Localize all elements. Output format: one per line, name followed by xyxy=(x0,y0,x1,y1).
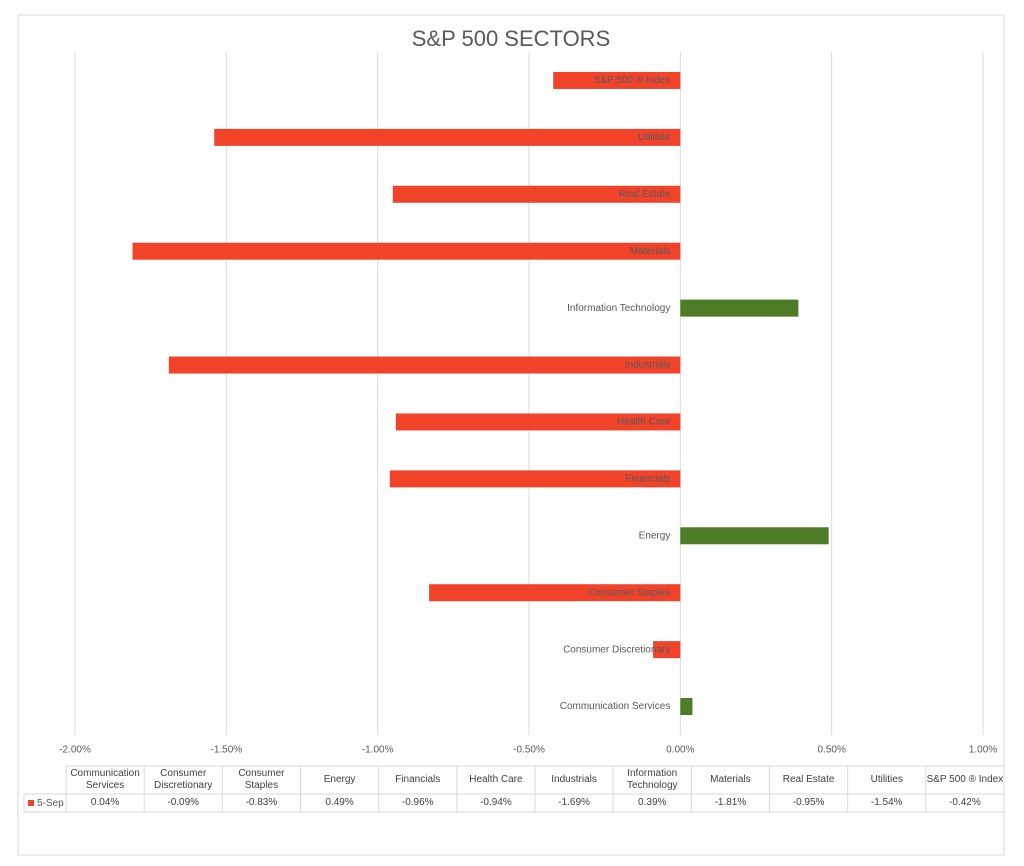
table-header-box: Utilities xyxy=(870,774,903,785)
table-header: Health Care xyxy=(469,774,523,785)
bar xyxy=(653,641,681,659)
table-value: -1.69% xyxy=(558,797,590,808)
table-value-box: -0.83% xyxy=(245,797,278,808)
x-tick-label: -0.50% xyxy=(513,745,545,756)
table-header-box: S&P 500 ® Index xyxy=(926,774,1004,785)
table-value-box: -1.69% xyxy=(558,797,590,808)
table-value: -0.95% xyxy=(792,797,825,808)
table-header-box: Information Technology xyxy=(626,768,678,791)
category-label: Materials xyxy=(630,246,671,257)
category-label: S&P 500 ® Index xyxy=(594,75,671,86)
table-value: -1.81% xyxy=(714,797,747,808)
table-header-box: Consumer Discretionary xyxy=(154,768,213,791)
bar xyxy=(389,470,681,488)
table-header: Energy xyxy=(323,774,356,785)
category-label: Utilities xyxy=(638,132,670,143)
bar xyxy=(553,71,681,89)
x-tick-label: 1.00% xyxy=(969,745,997,756)
bar xyxy=(680,527,829,545)
x-tick-label: 0.00% xyxy=(666,745,694,756)
table-header: Real Estate xyxy=(782,774,835,785)
table-header-box: Materials xyxy=(710,774,751,785)
table-header: Materials xyxy=(710,774,751,785)
x-tick-label: -1.50% xyxy=(210,745,242,756)
category-label: Financials xyxy=(625,474,670,485)
bar xyxy=(214,128,681,146)
table-header: Industrials xyxy=(551,774,597,785)
table-header-box: Financials xyxy=(395,774,441,785)
table-value-box: -1.54% xyxy=(870,797,903,808)
bar xyxy=(429,584,681,602)
table-value: -0.42% xyxy=(949,797,981,808)
legend-key xyxy=(28,800,34,806)
category-label: Energy xyxy=(639,530,671,541)
table-value-box: -0.09% xyxy=(167,797,200,808)
table-header-box: Communication Services xyxy=(70,768,140,791)
category-label: Real Estate xyxy=(619,189,671,200)
legend-label: 5-Sep xyxy=(37,798,64,809)
table-value-box: 0.49% xyxy=(325,797,354,808)
table-value-box: 0.04% xyxy=(90,797,120,808)
bar xyxy=(680,698,693,716)
table-header-box: Industrials xyxy=(551,774,597,785)
table-header: Financials xyxy=(395,774,441,785)
table-value-box: -0.94% xyxy=(480,797,512,808)
chart-border xyxy=(17,14,1005,856)
table-value-box: 0.39% xyxy=(638,797,667,808)
category-label: Consumer Staples xyxy=(588,587,670,598)
table-header: Information Technology xyxy=(626,768,678,791)
table-value: 0.04% xyxy=(90,797,120,808)
table-value-box: -0.42% xyxy=(949,797,981,808)
table-value: -0.83% xyxy=(245,797,278,808)
category-label: Information Technology xyxy=(567,303,670,314)
category-label: Consumer Discretionary xyxy=(563,644,670,655)
x-tick-label: -1.00% xyxy=(362,745,394,756)
table-header: Consumer Staples xyxy=(238,768,285,791)
category-label: Communication Services xyxy=(560,701,671,712)
table-value: -0.94% xyxy=(480,797,512,808)
table-header-box: Real Estate xyxy=(782,774,835,785)
table-header: Consumer Discretionary xyxy=(154,768,213,791)
table-value-box: -0.96% xyxy=(401,797,434,808)
table-header: S&P 500 ® Index xyxy=(926,774,1004,785)
table-value-box: -1.81% xyxy=(714,797,747,808)
bar xyxy=(392,185,681,203)
x-tick-label: 0.50% xyxy=(817,745,845,756)
bar xyxy=(168,356,681,374)
table-value: 0.49% xyxy=(325,797,354,808)
table-value: -0.09% xyxy=(167,797,200,808)
table-header-box: Energy xyxy=(323,774,356,785)
bar xyxy=(680,299,799,317)
table-value: -1.54% xyxy=(870,797,903,808)
table-value: 0.39% xyxy=(638,797,667,808)
bar xyxy=(395,413,681,431)
table-value-box: -0.95% xyxy=(792,797,825,808)
x-tick-label: -2.00% xyxy=(59,745,91,756)
table-header-box: Health Care xyxy=(469,774,523,785)
table-header: Utilities xyxy=(870,774,903,785)
chart-title: S&P 500 SECTORS xyxy=(412,26,611,51)
bar xyxy=(132,242,681,260)
category-label: Industrials xyxy=(625,360,671,371)
category-label: Health Care xyxy=(617,417,671,428)
table-header: Communication Services xyxy=(70,768,140,791)
table-value: -0.96% xyxy=(401,797,434,808)
table-header-box: Consumer Staples xyxy=(238,768,285,791)
